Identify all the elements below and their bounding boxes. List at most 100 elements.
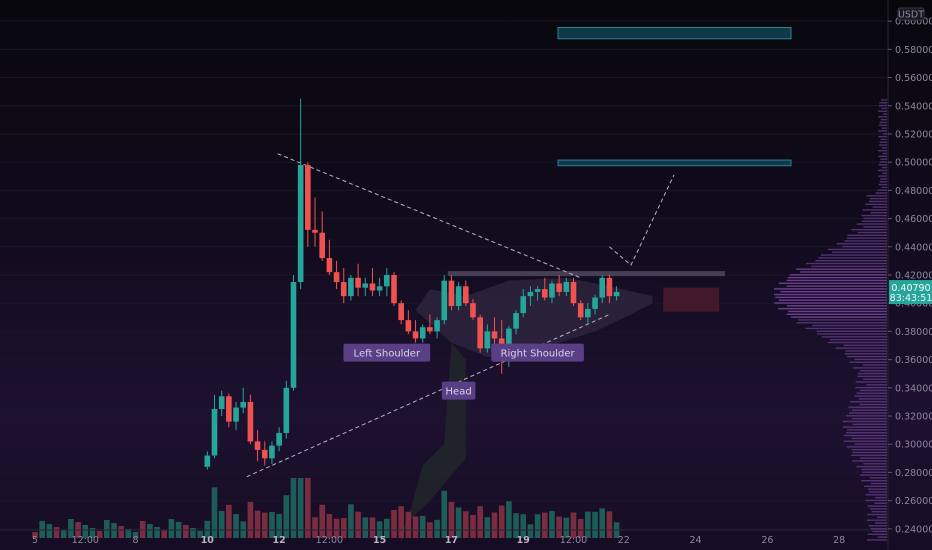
volume-bar xyxy=(592,511,598,538)
volume-profile-bar xyxy=(806,262,887,265)
volume-profile-bar xyxy=(852,460,887,462)
price-tick-label: 0.50000 xyxy=(895,158,932,169)
price-tick-label: 0.38000 xyxy=(895,327,932,338)
candle-body xyxy=(427,327,433,332)
volume-bar xyxy=(470,515,476,538)
volume-bar xyxy=(182,525,189,538)
volume-bar xyxy=(319,504,325,538)
volume-profile-bar xyxy=(845,350,887,352)
volume-profile-bar xyxy=(786,279,887,282)
volume-profile-bar xyxy=(853,367,887,369)
volume-profile-bar xyxy=(856,465,887,468)
volume-profile-bar xyxy=(870,527,887,530)
volume-bar xyxy=(233,514,239,538)
volume-profile-bar xyxy=(816,330,887,332)
volume-profile-bar xyxy=(863,378,887,380)
last-price-badge xyxy=(889,280,932,305)
volume-profile-bar xyxy=(862,220,887,222)
currency-box xyxy=(897,7,925,21)
volume-profile-bar xyxy=(863,217,887,220)
volume-bar xyxy=(60,530,67,538)
annotation-box xyxy=(343,343,431,362)
volume-bar xyxy=(549,511,555,538)
volume-bar xyxy=(104,520,110,538)
candle-body xyxy=(326,258,333,273)
candle-body xyxy=(477,317,483,349)
volume-profile-bar xyxy=(879,102,887,104)
volume-profile-bar xyxy=(880,158,887,160)
volume-profile-bar xyxy=(774,302,887,304)
volume-profile-bar xyxy=(815,259,887,262)
volume-profile-bar xyxy=(868,525,887,527)
price-tick-label: 0.34000 xyxy=(895,383,932,394)
candle-body xyxy=(412,331,419,339)
candle-body xyxy=(577,303,584,318)
volume-profile-bar xyxy=(876,516,887,519)
volume-profile-bar xyxy=(778,307,887,310)
time-tick-label: 12:00 xyxy=(316,535,343,546)
volume-bar xyxy=(168,519,175,538)
candle-body xyxy=(541,289,548,298)
volume-profile-bar xyxy=(878,144,887,146)
volume-profile-bar xyxy=(881,186,887,189)
candle-body xyxy=(534,289,541,292)
candle-body xyxy=(599,277,606,298)
volume-profile-bar xyxy=(843,344,887,347)
volume-profile-bar xyxy=(852,423,887,425)
volume-bar xyxy=(218,510,225,538)
volume-profile-bar xyxy=(867,533,887,535)
volume-profile-bar xyxy=(862,364,887,366)
candle-body xyxy=(592,297,598,309)
volume-bar xyxy=(448,501,455,538)
time-tick-label: 28 xyxy=(833,535,845,546)
price-tick-label: 0.24000 xyxy=(895,524,932,535)
candle-body xyxy=(419,327,426,339)
volume-profile-bar xyxy=(867,505,887,507)
candle-body xyxy=(463,286,469,304)
volume-bar xyxy=(534,514,541,538)
candle-body xyxy=(455,286,462,307)
volume-bar xyxy=(405,511,412,538)
volume-bar xyxy=(226,504,232,538)
candle-body xyxy=(254,441,261,450)
volume-profile-bar xyxy=(880,99,887,101)
volume-profile-bar xyxy=(851,409,887,411)
volume-profile-bar xyxy=(881,166,887,169)
volume-profile-bar xyxy=(805,327,887,330)
volume-profile-bar xyxy=(854,358,887,361)
volume-profile-bar xyxy=(855,381,887,383)
volume-bar xyxy=(491,512,498,538)
volume-profile-bar xyxy=(780,291,887,293)
candle-body xyxy=(434,320,440,332)
time-tick-label: 5 xyxy=(32,535,38,546)
candle-body xyxy=(369,283,376,291)
volume-bar xyxy=(606,511,613,538)
price-tick-label: 0.56000 xyxy=(895,73,932,84)
candle-body xyxy=(520,296,527,314)
volume-profile-bar xyxy=(796,322,887,324)
candle-body xyxy=(297,165,304,283)
lower-trendline xyxy=(246,314,610,478)
candle-body xyxy=(269,445,275,459)
volume-profile-bar xyxy=(869,197,887,200)
price-tick-label: 0.58000 xyxy=(895,45,932,56)
volume-profile-bar xyxy=(842,245,887,248)
volume-profile-bar xyxy=(883,113,887,115)
volume-profile-bar xyxy=(790,316,887,318)
candle-body xyxy=(513,313,519,329)
price-tick-label: 0.32000 xyxy=(895,412,932,423)
volume-profile-bar xyxy=(848,406,887,409)
volume-profile-bar xyxy=(857,231,887,234)
price-tick-label: 0.46000 xyxy=(895,214,932,225)
volume-profile-bar xyxy=(778,282,887,284)
volume-bar xyxy=(463,511,469,538)
volume-profile-bar xyxy=(878,149,887,152)
currency-label: USDT xyxy=(898,10,924,21)
volume-profile-bar xyxy=(867,513,887,516)
candle-body xyxy=(491,331,498,339)
volume-profile-bar xyxy=(786,285,887,287)
resistance-level xyxy=(447,271,725,277)
volume-profile-bar xyxy=(811,265,887,268)
